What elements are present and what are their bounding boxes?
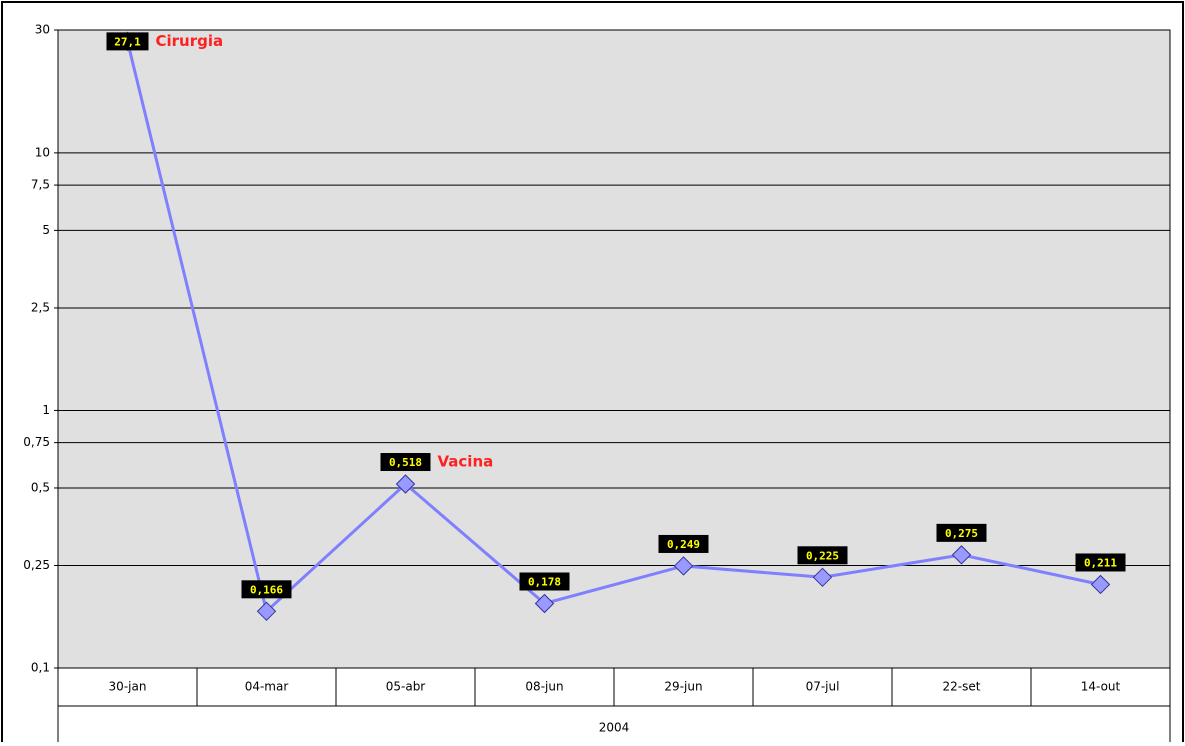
x-tick-label: 29-jun xyxy=(664,680,702,694)
value-label: 0,211 xyxy=(1084,556,1117,569)
y-tick-label: 2,5 xyxy=(31,300,50,314)
value-label: 0,249 xyxy=(667,538,700,551)
value-label-box xyxy=(1075,553,1126,572)
y-tick-label: 1 xyxy=(42,403,50,417)
marker xyxy=(812,567,833,588)
x-tick-label: 14-out xyxy=(1081,680,1121,694)
value-label-box xyxy=(797,546,848,565)
marker xyxy=(951,545,972,565)
y-tick-label: 7,5 xyxy=(31,178,50,192)
value-label: 0,275 xyxy=(945,527,978,540)
y-tick-label: 0,1 xyxy=(31,661,50,675)
value-label-box xyxy=(241,580,292,599)
x-tick-label: 04-mar xyxy=(245,680,289,694)
y-tick-label: 0,75 xyxy=(23,435,50,449)
x-tick-label: 05-abr xyxy=(386,680,426,694)
value-label: 0,518 xyxy=(389,456,422,469)
y-tick-label: 5 xyxy=(42,223,50,237)
marker xyxy=(1090,574,1111,595)
value-label: 27,1 xyxy=(114,35,141,48)
annotation: Vacina xyxy=(438,453,494,471)
y-tick-label: 30 xyxy=(35,23,50,37)
value-label: 0,178 xyxy=(528,576,561,589)
marker xyxy=(395,474,416,494)
y-tick-label: 0,5 xyxy=(31,480,50,494)
x-tick-label: 08-jun xyxy=(525,680,563,694)
plot-area xyxy=(57,29,1171,669)
value-label-box xyxy=(936,523,987,542)
x-tick-label: 07-jul xyxy=(806,680,840,694)
value-label: 0,166 xyxy=(250,583,283,596)
value-label-box xyxy=(658,534,709,553)
marker xyxy=(256,601,277,622)
marker xyxy=(534,593,555,614)
y-tick-label: 0,25 xyxy=(23,558,50,572)
x-tick-label: 30-jan xyxy=(109,680,147,694)
marker xyxy=(673,556,694,576)
value-label: 0,225 xyxy=(806,549,839,562)
value-label-box xyxy=(106,32,149,51)
x-group-label: 2004 xyxy=(599,721,630,735)
value-label-box xyxy=(519,572,570,591)
x-tick-label: 22-set xyxy=(943,680,981,694)
annotation: Cirurgia xyxy=(156,32,224,50)
y-tick-label: 10 xyxy=(35,145,50,159)
value-label-box xyxy=(380,453,431,472)
